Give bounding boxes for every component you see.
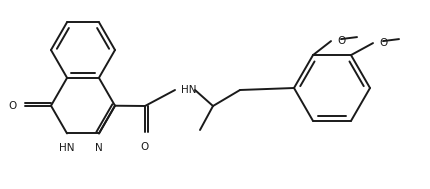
Text: O: O <box>336 36 344 46</box>
Text: HN: HN <box>181 85 196 95</box>
Text: HN: HN <box>59 143 74 153</box>
Text: N: N <box>95 143 103 153</box>
Text: O: O <box>141 142 149 152</box>
Text: O: O <box>9 101 17 111</box>
Text: O: O <box>378 38 386 48</box>
